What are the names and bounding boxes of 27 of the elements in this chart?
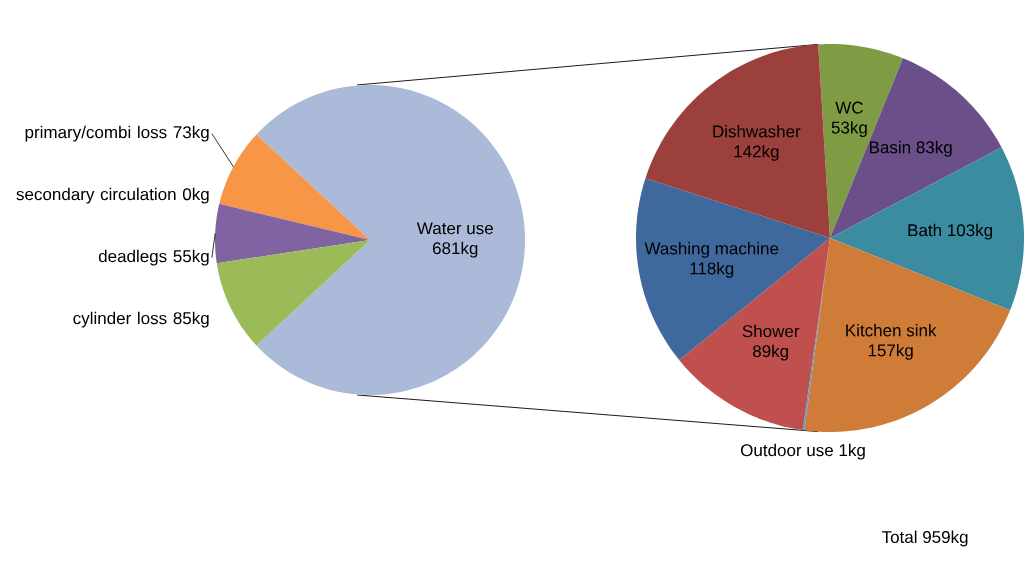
- data-label: 85kg: [173, 311, 209, 328]
- data-label: 89kg: [752, 344, 789, 361]
- data-label: 83kg: [916, 140, 952, 157]
- slice-label: WC: [835, 101, 863, 114]
- data-label: 118kg: [690, 262, 734, 278]
- data-label: 103kg: [948, 223, 993, 240]
- slice-label: Kitchen sink: [846, 323, 937, 337]
- slice-label: Outdoor use: [740, 443, 833, 457]
- data-label: 55kg: [173, 249, 209, 266]
- slice-label: Washing machine: [644, 242, 779, 258]
- category-label: secondary circulation: [16, 187, 176, 204]
- data-label: 1kg: [839, 443, 865, 460]
- slice-label: Dishwasher: [713, 125, 801, 138]
- slice-label: Shower: [742, 324, 800, 338]
- data-label: 157kg: [868, 343, 913, 360]
- slice-label: Basin: [870, 140, 911, 154]
- slice-label: Bath: [908, 223, 941, 237]
- slice-label: primary/combi loss: [25, 125, 167, 142]
- text: Total 959kg: [881, 530, 968, 547]
- data-label: 681kg: [432, 241, 478, 258]
- slice-label: cylinder loss: [73, 311, 167, 328]
- slice-label: Water use: [416, 222, 493, 235]
- text: 0kg: [182, 187, 209, 204]
- data-label: 73kg: [173, 125, 209, 142]
- data-label: 53kg: [831, 121, 867, 137]
- data-label: 142kg: [734, 145, 779, 161]
- slice-label: deadlegs: [98, 249, 167, 266]
